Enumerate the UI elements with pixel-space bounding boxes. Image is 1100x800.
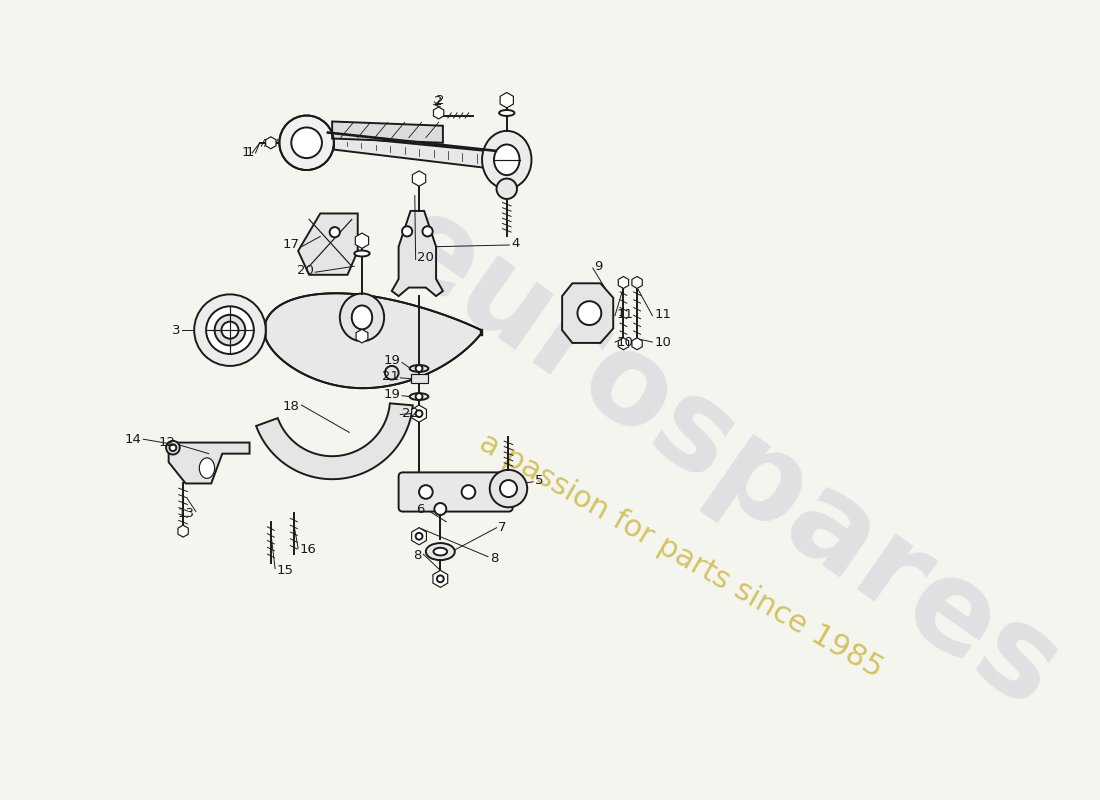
Text: 17: 17 [283,238,300,251]
Text: 20: 20 [417,251,434,264]
Text: 15: 15 [277,564,294,577]
Ellipse shape [499,110,515,116]
Text: 3: 3 [172,324,180,337]
Polygon shape [334,136,490,168]
Text: 5: 5 [535,474,543,486]
Circle shape [437,575,443,582]
Text: 2: 2 [434,95,443,108]
Polygon shape [168,442,250,483]
Circle shape [416,393,422,400]
Text: 16: 16 [300,543,317,556]
Polygon shape [392,211,443,296]
Circle shape [416,410,422,417]
Text: 1: 1 [242,146,251,159]
Text: 6: 6 [416,502,425,515]
Circle shape [292,127,322,158]
Ellipse shape [199,458,214,478]
Circle shape [496,178,517,199]
Text: 13: 13 [177,506,195,520]
Text: eurospares: eurospares [365,182,1082,734]
Ellipse shape [494,145,519,175]
Text: 8: 8 [414,550,421,562]
Text: 7: 7 [498,522,507,534]
Circle shape [221,322,239,338]
Text: 12: 12 [158,436,176,449]
Circle shape [166,441,179,454]
Circle shape [578,301,602,325]
Ellipse shape [433,548,447,555]
Polygon shape [266,294,481,388]
Circle shape [214,315,245,346]
Text: 18: 18 [283,400,300,414]
Circle shape [416,533,422,540]
Circle shape [206,306,254,354]
Ellipse shape [409,365,428,372]
Text: 21: 21 [382,370,398,383]
Circle shape [419,485,432,498]
Text: 11: 11 [654,308,671,322]
Text: 1: 1 [245,146,254,159]
Text: 8: 8 [490,552,498,565]
Text: 22: 22 [402,407,419,420]
Circle shape [462,485,475,498]
Ellipse shape [352,306,372,330]
Text: 20: 20 [297,264,313,277]
Text: a passion for parts since 1985: a passion for parts since 1985 [474,428,889,684]
Ellipse shape [340,294,384,342]
Text: 11: 11 [617,308,634,322]
Polygon shape [256,403,412,479]
FancyBboxPatch shape [398,472,513,511]
Text: 10: 10 [654,337,671,350]
Circle shape [330,227,340,238]
Circle shape [416,365,422,372]
Polygon shape [298,214,358,274]
Circle shape [422,226,432,237]
Ellipse shape [409,393,428,400]
Text: 10: 10 [617,337,634,350]
Circle shape [195,294,266,366]
Ellipse shape [426,543,454,560]
Polygon shape [332,122,443,142]
FancyBboxPatch shape [410,374,428,383]
Text: 9: 9 [594,260,603,273]
Text: 4: 4 [512,237,519,250]
Circle shape [169,444,176,451]
Text: 2: 2 [436,94,444,106]
Circle shape [385,366,398,379]
Text: 19: 19 [384,354,400,367]
Ellipse shape [354,250,370,257]
Circle shape [490,470,527,507]
Text: 19: 19 [384,388,400,402]
Circle shape [500,480,517,497]
Circle shape [434,503,447,515]
Circle shape [402,226,412,237]
Polygon shape [562,283,613,343]
Ellipse shape [482,131,531,189]
Circle shape [279,115,334,170]
Text: 14: 14 [124,433,142,446]
